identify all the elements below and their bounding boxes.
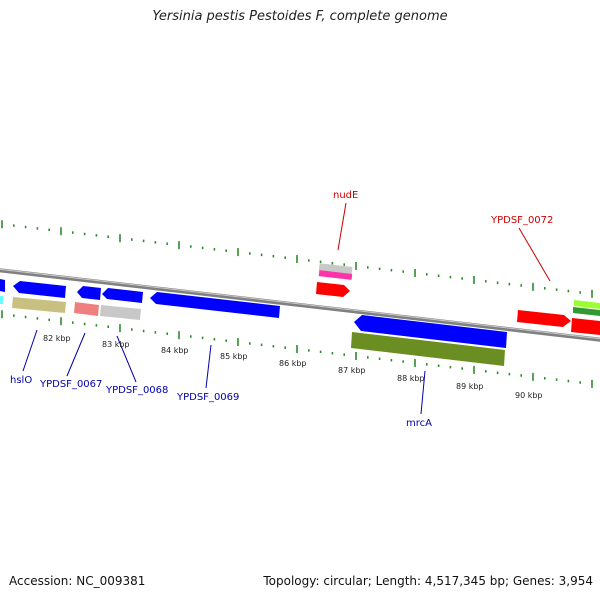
label-leaders xyxy=(22,202,551,415)
gene-feature-mrcA[interactable] xyxy=(354,315,507,348)
leader-YPDSF_0072 xyxy=(518,227,551,282)
genome-backbone-highlight xyxy=(0,268,600,340)
genome-backbone xyxy=(0,268,600,342)
gene-label-YPDSF_0068[interactable]: YPDSF_0068 xyxy=(105,385,168,396)
kbp-label: 86 kbp xyxy=(279,359,307,368)
gene-label-YPDSF_0069[interactable]: YPDSF_0069 xyxy=(176,392,239,403)
leader-hslO xyxy=(22,329,38,372)
kbp-label: 85 kbp xyxy=(220,352,248,361)
gene-label-hslO[interactable]: hslO xyxy=(10,375,32,386)
gene-labels: nudE YPDSF_0072 hslO YPDSF_0067 YPDSF_00… xyxy=(10,190,553,429)
leader-nudE xyxy=(337,202,347,251)
leader-YPDSF_0068 xyxy=(116,335,137,383)
kbp-label: 89 kbp xyxy=(456,382,484,391)
gene-feature-nudE[interactable] xyxy=(316,282,350,297)
leader-mrcA xyxy=(420,370,426,415)
outer-tick-ring xyxy=(1,220,593,298)
gene-label-YPDSF_0067[interactable]: YPDSF_0067 xyxy=(39,379,102,390)
accession-label: Accession: NC_009381 xyxy=(9,574,146,588)
kbp-label: 84 kbp xyxy=(161,346,189,355)
gene-feature-YPDSF_0068[interactable] xyxy=(102,288,143,303)
gene-feature-YPDSF_0072[interactable] xyxy=(517,310,571,327)
gene-feature-YPDSF_0067-pink[interactable] xyxy=(74,302,99,316)
gene-label-nudE[interactable]: nudE xyxy=(333,190,358,201)
leader-YPDSF_0067 xyxy=(66,332,86,377)
topology-summary: Topology: circular; Length: 4,517,345 bp… xyxy=(263,574,593,588)
kbp-label: 87 kbp xyxy=(338,366,366,375)
gene-label-YPDSF_0072[interactable]: YPDSF_0072 xyxy=(490,215,553,226)
gene-feature-YPDSF_0068-grey[interactable] xyxy=(100,305,141,320)
kbp-label: 82 kbp xyxy=(43,334,71,343)
kbp-labels: 82 kbp 83 kbp 84 kbp 85 kbp 86 kbp 87 kb… xyxy=(43,334,543,400)
gene-feature-hslO-olive[interactable] xyxy=(12,297,66,313)
gene-feature-nudE-misc[interactable] xyxy=(318,270,353,280)
gene-label-mrcA[interactable]: mrcA xyxy=(406,418,432,429)
gene-feature-YPDSF_0069[interactable] xyxy=(150,292,280,318)
leader-YPDSF_0069 xyxy=(205,344,212,389)
map-title: Yersinia pestis Pestoides F, complete ge… xyxy=(152,9,448,24)
kbp-label: 83 kbp xyxy=(102,340,130,349)
gene-feature-light-green[interactable] xyxy=(574,300,600,309)
forward-genes xyxy=(316,263,600,335)
gene-feature-cyan[interactable] xyxy=(0,296,3,304)
reverse-genes xyxy=(0,279,507,366)
inner-tick-ring xyxy=(1,310,593,388)
gene-feature-left-edge[interactable] xyxy=(0,279,5,292)
gene-feature-dark-green[interactable] xyxy=(573,307,600,316)
kbp-label: 90 kbp xyxy=(515,391,543,400)
kbp-label: 88 kbp xyxy=(397,374,425,383)
gene-feature-mrcA-olive[interactable] xyxy=(351,332,505,366)
gene-feature-hslO[interactable] xyxy=(13,281,66,298)
gene-feature-YPDSF_0067[interactable] xyxy=(77,286,101,300)
gene-feature-next-red[interactable] xyxy=(571,318,600,335)
